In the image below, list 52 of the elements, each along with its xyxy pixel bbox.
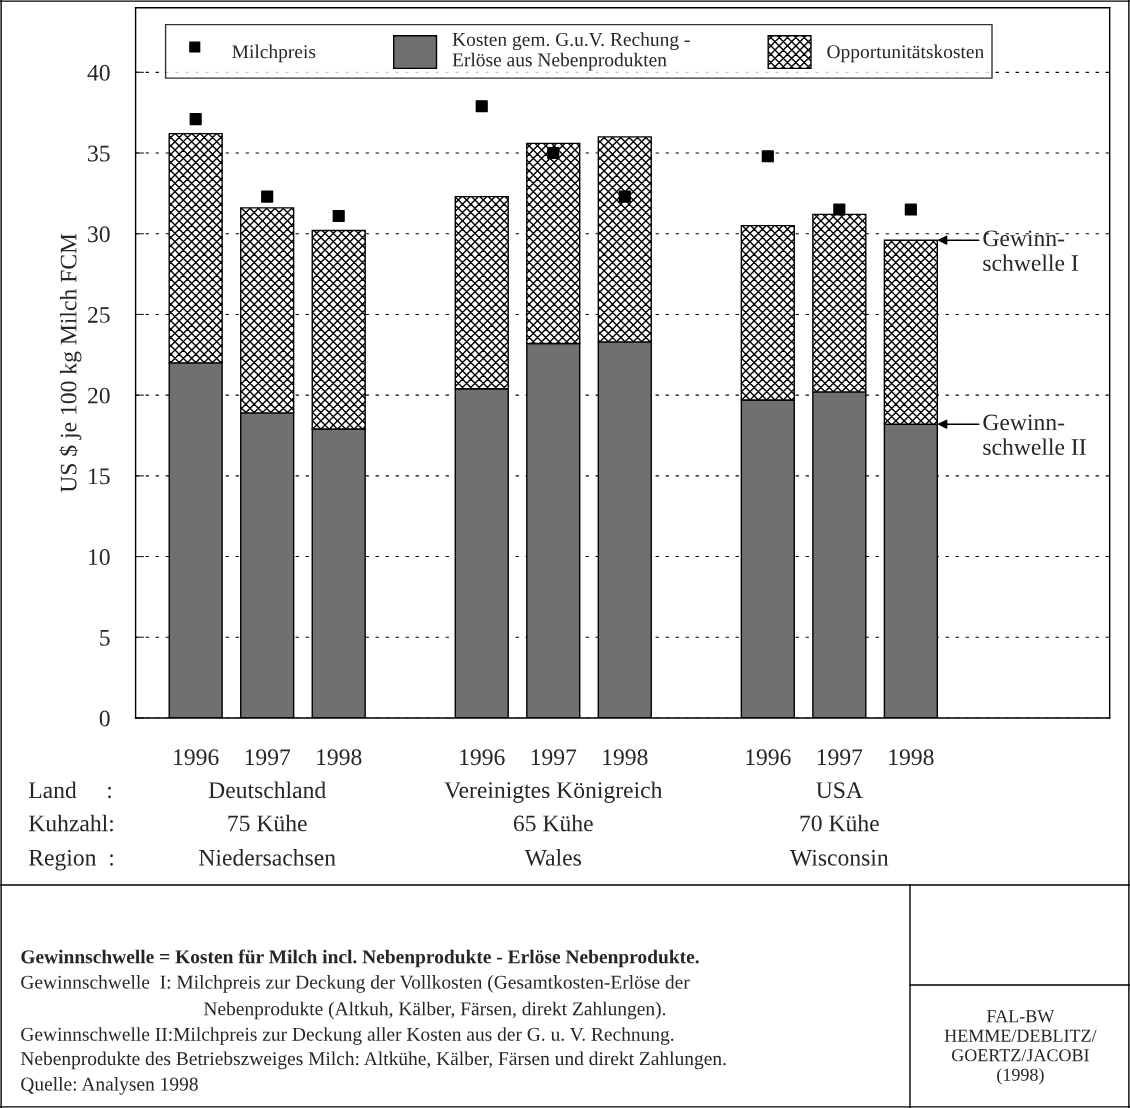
text: Deutschland <box>208 781 326 799</box>
y-tick-label: 30 <box>88 226 110 243</box>
point <box>761 150 774 163</box>
text: Nebenprodukte (Altkuh, Kälber, Färsen, direkt Zahlungen). <box>203 1001 666 1020</box>
x-tick-label: 1998 <box>317 749 362 766</box>
x-tick-label: 1996 <box>174 749 219 766</box>
text: Wisconsin <box>789 849 889 866</box>
text: Gewinnschwelle = Kosten für Milch incl. Nebenprodukte - Erlöse Nebenprodukte. <box>21 949 699 968</box>
point <box>833 203 846 216</box>
point <box>547 146 560 160</box>
text: Niedersachsen <box>199 849 336 866</box>
annotation: Gewinn- schwelle I <box>983 230 1078 272</box>
text: 70 Kühe <box>800 814 879 832</box>
point <box>904 203 917 216</box>
y-tick-label: 40 <box>87 64 110 81</box>
legend-label: Opportunitätskosten <box>827 44 984 63</box>
text: 65 Kühe <box>513 814 593 832</box>
text: Wales <box>524 849 581 866</box>
legend-label: Kosten gem. G.u.V. Rechung - Erlöse aus Nebenprodukten <box>452 32 690 71</box>
point <box>618 190 631 203</box>
y-tick-label: 10 <box>89 549 110 565</box>
annotation: Gewinn- schwelle II <box>983 414 1086 456</box>
x-tick-label: 1997 <box>531 749 577 766</box>
text: Nebenprodukte des Betriebszweiges Milch: Altkühe, Kälber, Färsen und direkt Zahlungen. <box>20 1051 726 1070</box>
point <box>332 209 345 223</box>
text: Land : <box>28 781 111 799</box>
text: Region : <box>28 849 113 871</box>
point <box>261 190 274 203</box>
text: Vereinigtes Königreich <box>444 781 663 803</box>
x-tick-label: 1996 <box>460 749 505 766</box>
y-tick-label: 15 <box>89 468 110 485</box>
x-tick-label: 1997 <box>245 749 291 766</box>
text: FAL-BW HEMME/DEBLITZ/ GOERTZ/JACOBI (1998) <box>944 1010 1097 1085</box>
text: Gewinnschwelle I: Milchpreis zur Deckung der Vollkosten (Gesamtkosten-Erlöse der <box>21 975 690 993</box>
y-tick-label: 5 <box>100 630 110 646</box>
point <box>475 100 488 113</box>
y-tick-label: 20 <box>88 387 110 404</box>
y-axis-title: US $ je 100 kg Milch FCM <box>59 233 82 493</box>
y-tick-label: 35 <box>88 145 110 162</box>
legend-label: Milchpreis <box>232 44 316 63</box>
text: Gewinnschwelle II:Milchpreis zur Deckung aller Kosten aus der G. u. V. Rechnung. <box>21 1027 674 1045</box>
x-tick-label: 1997 <box>817 749 863 766</box>
point <box>189 113 202 126</box>
y-tick-label: 25 <box>88 307 110 323</box>
x-tick-label: 1998 <box>603 749 648 766</box>
x-tick-label: 1996 <box>746 749 791 766</box>
text: 75 Kühe <box>228 814 307 832</box>
text: Kuhzahl: <box>28 814 113 832</box>
y-tick-label: 0 <box>99 710 110 727</box>
text: USA <box>816 782 863 799</box>
source-note: Quelle: Analysen 1998 <box>21 1077 198 1095</box>
x-tick-label: 1998 <box>889 749 934 766</box>
